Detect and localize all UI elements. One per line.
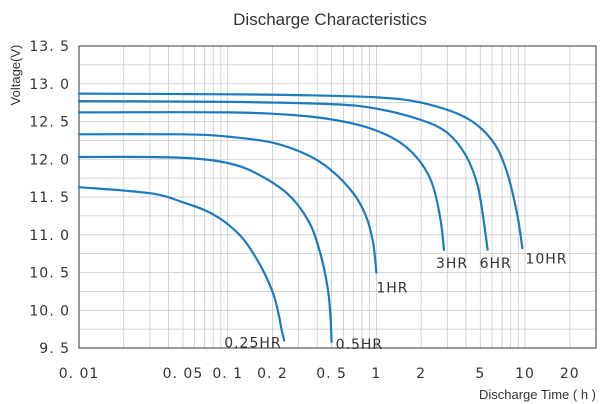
x-axis-label: Discharge Time ( h )	[479, 387, 596, 402]
curve-label-10hr: 10HR	[525, 251, 567, 267]
series-line-10hr	[77, 92, 524, 250]
x-tick-label: 20	[560, 366, 580, 382]
curve-labels: 0.25HR 0.5HR 1HR 3HR 6HR 10HR	[224, 251, 567, 353]
curve-label-6hr: 6HR	[480, 256, 512, 272]
x-tick-label: 10	[515, 366, 535, 382]
chart-title: Discharge Characteristics	[233, 10, 427, 29]
y-tick-label: 10. 0	[29, 303, 70, 319]
y-tick-label: 11. 5	[29, 190, 70, 206]
series-line-0-25hr	[77, 186, 286, 342]
curve-label-3hr: 3HR	[436, 256, 468, 272]
series-line-3hr	[77, 111, 446, 251]
curves	[77, 92, 524, 344]
x-tick-label: 0. 1	[212, 366, 243, 382]
y-tick-label: 13. 0	[29, 77, 70, 93]
curve-label-0-5hr: 0.5HR	[336, 337, 384, 353]
x-tick-label: 5	[475, 366, 485, 382]
series-line-1hr	[77, 133, 378, 274]
series-line-0-5hr	[77, 155, 333, 344]
curve-label-1hr: 1HR	[376, 281, 408, 297]
y-tick-label: 12. 5	[29, 115, 70, 131]
x-tick-label: 2	[416, 366, 426, 382]
y-tick-label: 11. 0	[29, 228, 70, 244]
plot-frame	[78, 45, 597, 349]
y-tick-label: 13. 5	[29, 39, 70, 55]
y-tick-label: 9. 5	[39, 341, 70, 357]
grid	[79, 46, 596, 348]
x-axis-ticks: 0. 01 0. 05 0. 1 0. 2 0. 5 1 2 5 10 20	[59, 366, 580, 382]
y-axis-label: Voltage(V)	[8, 45, 23, 106]
y-tick-label: 10. 5	[29, 266, 70, 282]
x-tick-label: 0. 01	[59, 366, 100, 382]
x-tick-label: 0. 2	[257, 366, 288, 382]
x-tick-label: 1	[371, 366, 381, 382]
x-tick-label: 0. 5	[316, 366, 347, 382]
y-tick-label: 12. 0	[29, 152, 70, 168]
series-line-6hr	[77, 100, 489, 251]
curve-label-0-25hr: 0.25HR	[224, 335, 281, 351]
y-axis-ticks: 13. 5 13. 0 12. 5 12. 0 11. 5 11. 0 10. 5 10. 0…	[29, 39, 70, 357]
x-tick-label: 0. 05	[163, 366, 204, 382]
